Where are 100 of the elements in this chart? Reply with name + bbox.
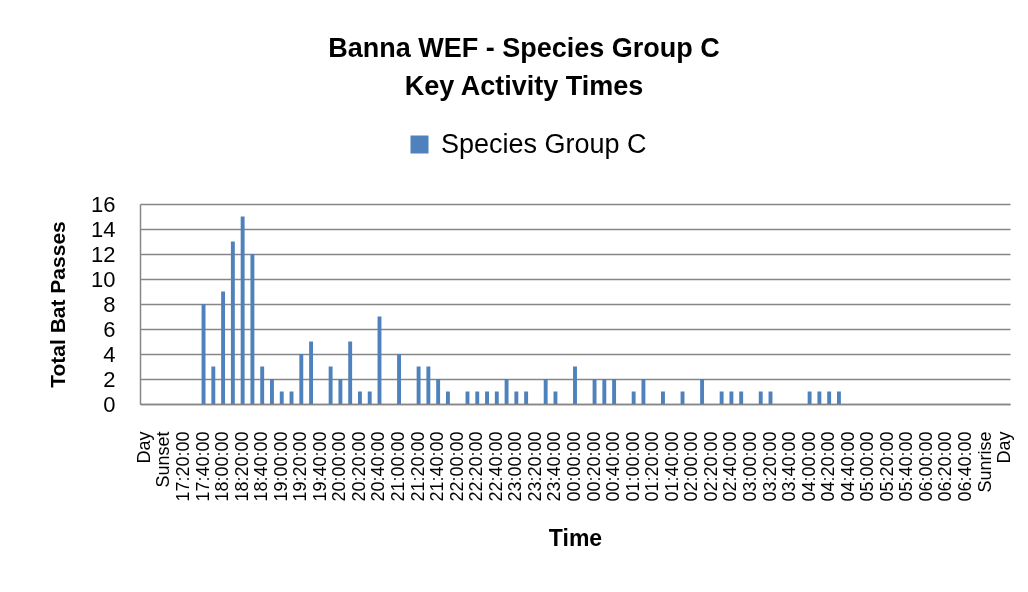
- legend-label: Species Group C: [441, 128, 647, 159]
- bar: [279, 391, 284, 404]
- bar: [602, 379, 607, 404]
- bar: [827, 391, 832, 404]
- bar: [494, 391, 499, 404]
- bar: [836, 391, 841, 404]
- bar: [230, 241, 235, 404]
- bar: [221, 291, 226, 404]
- y-tick-label: 4: [103, 341, 116, 367]
- x-tick-label: Sunrise: [974, 431, 995, 493]
- bar: [270, 379, 274, 404]
- x-tick-label: 22:00:00: [446, 431, 467, 502]
- y-tick-label: 16: [91, 191, 116, 217]
- y-tick-label: 8: [103, 291, 116, 317]
- x-tick-label: 03:00:00: [739, 431, 760, 502]
- x-tick-label: 22:20:00: [466, 431, 487, 502]
- x-tick-label: 19:20:00: [290, 431, 311, 502]
- x-tick-label: 05:20:00: [876, 431, 897, 502]
- x-tick-label: 05:40:00: [896, 431, 917, 502]
- x-tick-label: 20:00:00: [329, 431, 350, 502]
- bar: [661, 391, 665, 404]
- x-tick-label: 05:00:00: [857, 431, 878, 502]
- x-tick-label: 00:00:00: [564, 431, 584, 502]
- x-tick-label: 21:00:00: [388, 431, 409, 502]
- bar: [739, 391, 744, 404]
- x-tick-label: 00:40:00: [603, 431, 624, 502]
- bar: [445, 391, 450, 404]
- bar: [338, 379, 343, 404]
- bar: [240, 216, 245, 404]
- bar: [328, 366, 333, 404]
- x-tick-label: 06:20:00: [935, 431, 956, 502]
- x-tick-label: 04:00:00: [798, 431, 819, 502]
- x-tick-label: 18:20:00: [231, 431, 252, 502]
- x-tick-label: 22:40:00: [485, 431, 506, 502]
- y-tick-label: 14: [91, 216, 116, 242]
- y-tick-label: 0: [103, 391, 116, 417]
- bar: [631, 391, 636, 404]
- x-tick-label: 02:40:00: [720, 431, 741, 502]
- bar: [592, 379, 597, 404]
- bar: [436, 379, 441, 404]
- bar: [573, 366, 577, 404]
- x-tick-label: 19:40:00: [309, 431, 330, 502]
- bar: [807, 391, 812, 404]
- chart-title: Banna WEF - Species Group C Key Activity Times: [328, 33, 720, 101]
- bar: [719, 391, 724, 404]
- bar: [729, 391, 734, 404]
- y-axis-title: Total Bat Passes: [46, 221, 70, 388]
- bar: [299, 354, 304, 404]
- x-tick-label: 21:20:00: [407, 431, 428, 502]
- x-tick-label: 20:40:00: [368, 431, 389, 502]
- bar: [543, 379, 548, 404]
- x-tick-label: 17:20:00: [172, 431, 193, 502]
- bar: [700, 379, 705, 404]
- x-tick-label: 21:40:00: [427, 431, 448, 502]
- bar: [250, 254, 255, 404]
- bar: [514, 391, 519, 404]
- y-tick-label: 10: [91, 266, 116, 292]
- bar: [485, 391, 489, 404]
- x-tick-label: 20:20:00: [348, 431, 369, 502]
- bar: [211, 366, 216, 404]
- bar: [504, 379, 509, 404]
- x-tick-label: 23:40:00: [544, 431, 565, 502]
- y-tick-label: 12: [91, 241, 116, 267]
- x-tick-label: 03:20:00: [759, 431, 780, 502]
- x-tick-label: 01:20:00: [642, 431, 663, 502]
- bar: [357, 391, 362, 404]
- x-tick-label: 04:40:00: [837, 431, 858, 502]
- x-tick-label: 18:00:00: [212, 431, 233, 502]
- x-tick-label: 02:00:00: [681, 431, 702, 502]
- x-tick-label: 19:00:00: [270, 431, 291, 502]
- bar: [612, 379, 617, 404]
- x-tick-label: 18:40:00: [251, 431, 272, 502]
- bar: [309, 341, 314, 404]
- x-tick-label: 04:20:00: [818, 431, 839, 502]
- x-tick-label: Day: [994, 431, 1015, 464]
- x-tick-label: 06:00:00: [915, 431, 936, 502]
- x-tick-label: 06:40:00: [955, 431, 976, 502]
- bar: [553, 391, 558, 404]
- bar: [758, 391, 763, 404]
- bar: [524, 391, 529, 404]
- bar: [817, 391, 822, 404]
- bar: [397, 354, 401, 404]
- x-tick-label: 00:20:00: [583, 431, 604, 502]
- x-tick-label: 02:20:00: [700, 431, 721, 502]
- bar: [416, 366, 421, 404]
- y-tick-label: 2: [103, 366, 116, 392]
- bar: [260, 366, 265, 404]
- bar: [475, 391, 480, 404]
- x-tick-label: Day: [133, 431, 154, 464]
- x-tick-label: 17:40:00: [192, 431, 213, 502]
- x-tick-label: 03:40:00: [779, 431, 800, 502]
- bar: [426, 366, 431, 404]
- y-tick-label: 6: [103, 316, 116, 342]
- x-tick-label: 23:00:00: [505, 431, 526, 502]
- bar: [641, 379, 646, 404]
- bar: [348, 341, 353, 404]
- bar: [367, 391, 372, 404]
- x-tick-label: 23:20:00: [524, 431, 545, 502]
- x-tick-label: 01:00:00: [622, 431, 643, 502]
- x-axis-title: Time: [548, 524, 603, 551]
